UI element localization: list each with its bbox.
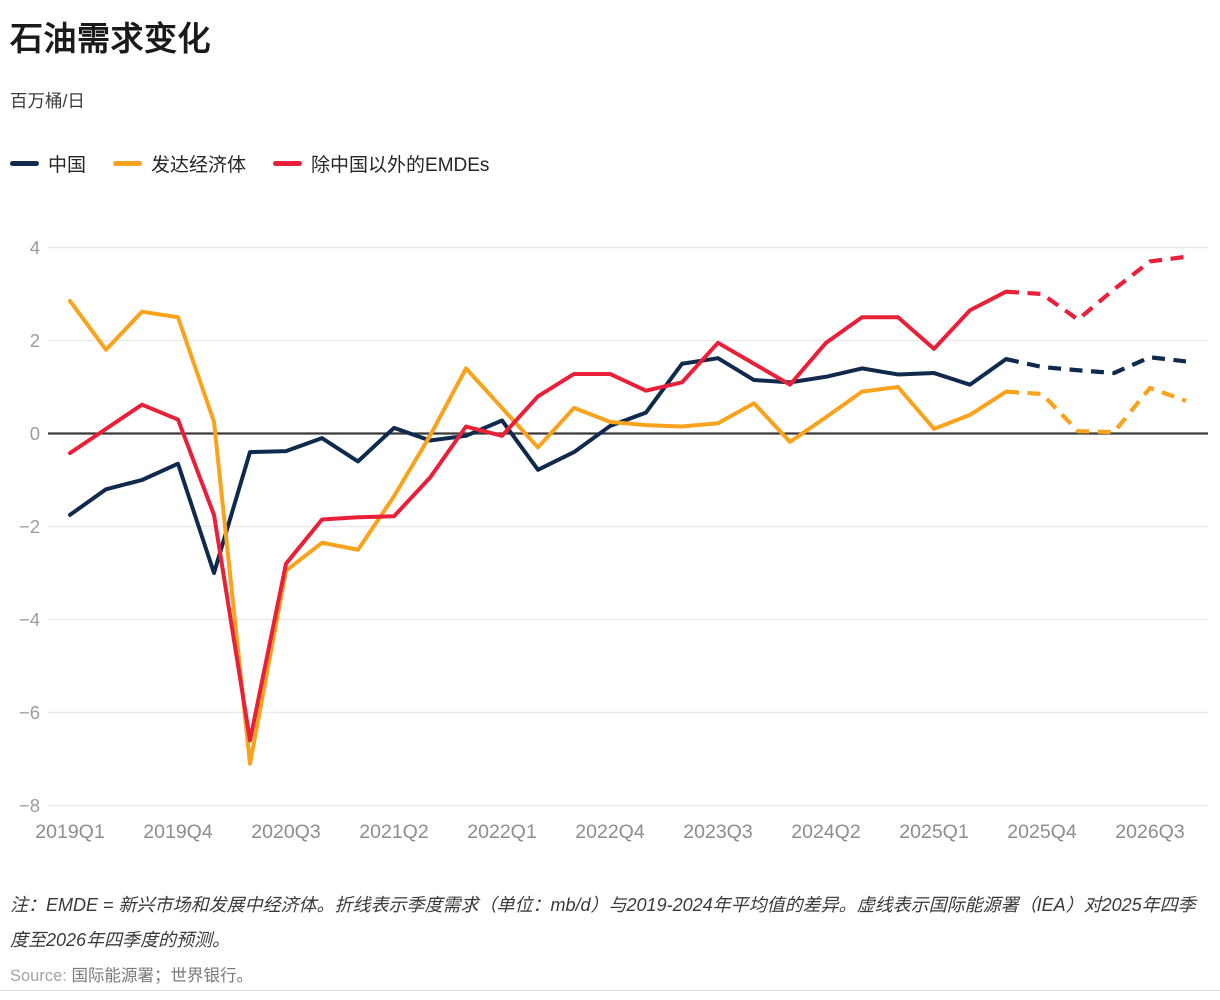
- bottom-divider: [0, 990, 1220, 991]
- series-line-发达经济体: [68, 298, 1008, 766]
- advanced-economies-line-swatch-icon: [113, 161, 143, 166]
- legend-label-emdes-ex-china: 除中国以外的EMDEs: [311, 155, 490, 176]
- x-axis-tick-label: 2019Q1: [35, 821, 104, 843]
- source-label: Source:: [10, 967, 67, 985]
- legend-label-china: 中国: [48, 155, 87, 176]
- china-line-swatch-icon: [10, 161, 39, 166]
- y-axis-tick-label: 4: [30, 237, 40, 258]
- legend-item-emdes-ex-china: 除中国以外的EMDEs: [273, 150, 489, 177]
- x-axis-tick-label: 2026Q3: [1115, 821, 1184, 843]
- emdes-ex-china-line-swatch-icon: [273, 161, 303, 166]
- series-forecast-line-中国: [1005, 355, 1187, 376]
- x-axis-tick-label: 2025Q1: [899, 821, 968, 843]
- series-forecast-line-除中国以外的EMDEs: [1005, 254, 1187, 322]
- y-axis-tick-label: −8: [19, 795, 40, 816]
- x-axis-tick-label: 2023Q3: [683, 821, 752, 843]
- series-line-除中国以外的EMDEs: [68, 289, 1008, 743]
- legend: 中国 发达经济体 除中国以外的EMDEs: [10, 150, 489, 177]
- y-axis-tick-label: 0: [30, 423, 40, 444]
- x-axis-tick-label: 2021Q2: [359, 821, 428, 843]
- y-axis-tick-label: −2: [19, 516, 40, 537]
- chart-source: Source: 国际能源署；世界银行。: [10, 962, 253, 986]
- x-axis-tick-label: 2024Q2: [791, 821, 860, 843]
- y-axis-tick-label: −6: [19, 702, 40, 723]
- chart-note: 注：EMDE = 新兴市场和发展中经济体。折线表示季度需求（单位：mb/d）与2…: [10, 895, 1196, 950]
- x-axis-tick-label: 2022Q4: [575, 821, 645, 843]
- page-title: 石油需求变化: [10, 20, 211, 57]
- x-axis-tick-label: 2022Q1: [467, 821, 536, 843]
- legend-label-advanced-economies: 发达经济体: [151, 155, 247, 176]
- oil-demand-line-chart: 4 2 0 −2 −4 −6 −8 2019Q1 2019Q4 2020Q3 2021Q2 2022Q…: [19, 237, 1208, 843]
- legend-item-advanced-economies: 发达经济体: [113, 150, 246, 177]
- x-axis-tick-label: 2025Q4: [1007, 821, 1077, 843]
- series-forecast-line-发达经济体: [1005, 385, 1187, 435]
- y-axis-unit-label: 百万桶/日: [10, 91, 85, 111]
- y-axis-tick-label: 2: [30, 330, 40, 351]
- y-axis-tick-label: −4: [19, 609, 40, 630]
- x-axis-tick-label: 2019Q4: [143, 821, 213, 843]
- x-axis-tick-label: 2020Q3: [251, 821, 320, 843]
- legend-item-china: 中国: [10, 150, 86, 177]
- source-text: 国际能源署；世界银行。: [71, 967, 253, 985]
